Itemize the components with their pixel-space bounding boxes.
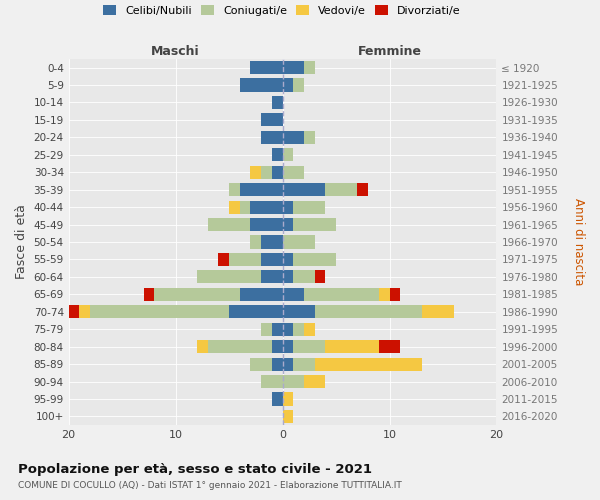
Bar — [240, 78, 283, 92]
Bar — [325, 340, 379, 353]
Bar — [272, 96, 283, 109]
Bar — [358, 183, 368, 196]
Bar — [293, 358, 314, 370]
Text: Femmine: Femmine — [358, 46, 422, 59]
Bar — [283, 61, 304, 74]
Bar — [325, 183, 358, 196]
Bar — [154, 288, 240, 301]
Bar — [389, 288, 400, 301]
Bar — [304, 61, 314, 74]
Bar — [229, 200, 240, 213]
Bar — [283, 375, 304, 388]
Bar — [250, 166, 261, 179]
Bar — [272, 322, 283, 336]
Bar — [283, 358, 293, 370]
Bar — [283, 148, 293, 162]
Bar — [261, 375, 283, 388]
Bar — [283, 340, 293, 353]
Bar — [58, 305, 79, 318]
Bar — [293, 200, 325, 213]
Text: Maschi: Maschi — [151, 46, 200, 59]
Bar — [261, 114, 283, 126]
Bar — [250, 358, 272, 370]
Bar — [218, 253, 229, 266]
Bar — [250, 61, 283, 74]
Bar — [90, 305, 229, 318]
Bar — [422, 305, 454, 318]
Bar — [283, 270, 293, 283]
Bar — [283, 322, 293, 336]
Bar — [79, 305, 90, 318]
Bar — [283, 288, 304, 301]
Bar — [261, 270, 283, 283]
Bar — [261, 131, 283, 144]
Bar — [379, 340, 400, 353]
Text: Popolazione per età, sesso e stato civile - 2021: Popolazione per età, sesso e stato civil… — [18, 462, 372, 475]
Bar — [283, 78, 293, 92]
Bar — [240, 288, 283, 301]
Bar — [261, 322, 272, 336]
Y-axis label: Fasce di età: Fasce di età — [15, 204, 28, 280]
Bar — [250, 218, 283, 231]
Bar — [250, 236, 261, 248]
Bar — [261, 236, 283, 248]
Bar — [261, 166, 272, 179]
Bar — [229, 183, 240, 196]
Bar — [283, 392, 293, 406]
Bar — [272, 358, 283, 370]
Bar — [197, 340, 208, 353]
Bar — [293, 218, 336, 231]
Bar — [293, 253, 336, 266]
Bar — [240, 200, 250, 213]
Bar — [283, 410, 293, 423]
Bar — [379, 288, 389, 301]
Bar — [283, 305, 314, 318]
Bar — [197, 270, 261, 283]
Bar — [261, 253, 283, 266]
Bar — [272, 392, 283, 406]
Bar — [272, 166, 283, 179]
Bar — [283, 200, 293, 213]
Bar — [304, 375, 325, 388]
Bar — [208, 340, 272, 353]
Bar — [240, 183, 283, 196]
Bar — [293, 270, 314, 283]
Bar — [272, 340, 283, 353]
Bar — [283, 253, 293, 266]
Bar — [293, 78, 304, 92]
Bar — [229, 305, 283, 318]
Text: COMUNE DI COCULLO (AQ) - Dati ISTAT 1° gennaio 2021 - Elaborazione TUTTITALIA.IT: COMUNE DI COCULLO (AQ) - Dati ISTAT 1° g… — [18, 481, 402, 490]
Bar — [304, 322, 314, 336]
Bar — [229, 253, 261, 266]
Bar — [283, 131, 304, 144]
Bar — [283, 236, 314, 248]
Bar — [314, 270, 325, 283]
Bar — [314, 358, 422, 370]
Bar — [314, 305, 422, 318]
Bar — [293, 322, 304, 336]
Bar — [304, 131, 314, 144]
Bar — [272, 148, 283, 162]
Bar — [283, 218, 293, 231]
Bar — [250, 200, 283, 213]
Legend: Celibi/Nubili, Coniugati/e, Vedovi/e, Divorziati/e: Celibi/Nubili, Coniugati/e, Vedovi/e, Di… — [99, 0, 465, 20]
Y-axis label: Anni di nascita: Anni di nascita — [572, 198, 585, 286]
Bar — [143, 288, 154, 301]
Bar — [304, 288, 379, 301]
Bar — [283, 166, 304, 179]
Bar — [283, 183, 325, 196]
Bar — [208, 218, 250, 231]
Bar — [293, 340, 325, 353]
